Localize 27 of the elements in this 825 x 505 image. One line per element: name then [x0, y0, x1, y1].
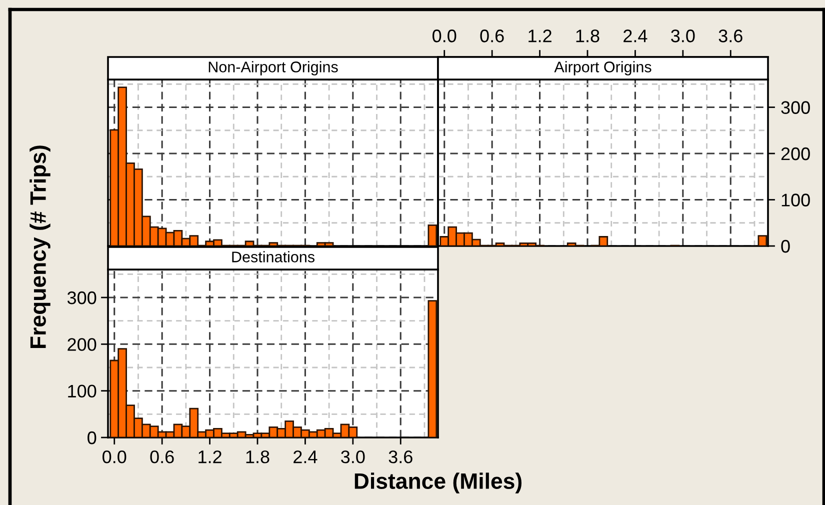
x2-tick-label: 0.0: [432, 30, 456, 42]
y-tick-label: 200: [68, 338, 96, 351]
x-tick-label: 0.0: [102, 450, 126, 464]
x-tick-label: 2.4: [294, 450, 318, 464]
y-tick-label: 300: [781, 101, 810, 114]
y-tick-label: 100: [68, 384, 96, 398]
x2-tick-label: 2.4: [624, 30, 648, 42]
y-tick-label: 300: [67, 291, 96, 304]
x2-tick-label: 1.2: [528, 30, 552, 42]
chart-title: Airport Origins: [554, 61, 652, 76]
chart-title: Non-Airport Origins: [208, 61, 338, 76]
x-tick-label: 0.6: [150, 450, 174, 464]
x2-tick-label: 3.6: [718, 30, 742, 42]
x-tick-label: 1.8: [246, 450, 270, 464]
x2-tick-label: 3.0: [671, 30, 695, 42]
x-tick-label: 3.0: [341, 450, 365, 464]
y-tick-label: 100: [782, 194, 810, 206]
x-tick-label: 3.6: [388, 450, 412, 464]
x2-tick-label: 1.8: [576, 30, 600, 42]
x2-tick-label: 0.6: [480, 30, 504, 42]
x-axis-title: Distance (Miles): [354, 472, 522, 494]
y-tick-label: 0: [88, 431, 96, 444]
x-tick-label: 1.2: [198, 450, 222, 464]
chart-title: Destinations: [232, 251, 314, 262]
y-tick-label: 200: [781, 147, 810, 160]
y-tick-label: 0: [781, 240, 790, 253]
y-axis-title: Frequency (# Trips): [30, 146, 50, 348]
